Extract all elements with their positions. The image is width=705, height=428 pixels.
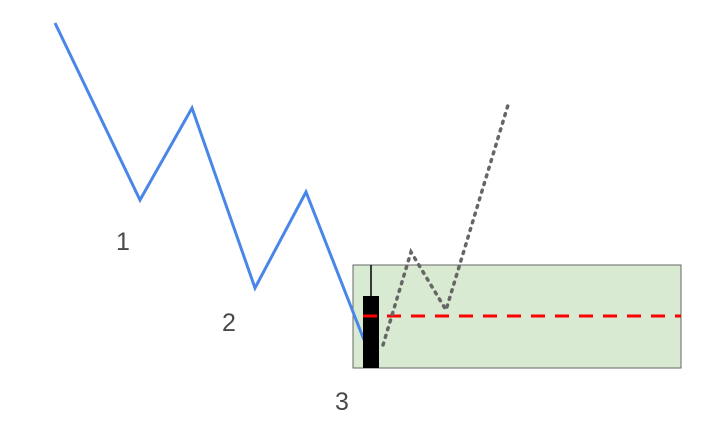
wave-label-1: 1 [116,228,130,256]
wave-label-2: 2 [222,309,236,337]
candle-body [363,296,379,368]
price-path [53,22,366,341]
wave-label-3: 3 [335,388,349,416]
projection-path [381,103,510,347]
